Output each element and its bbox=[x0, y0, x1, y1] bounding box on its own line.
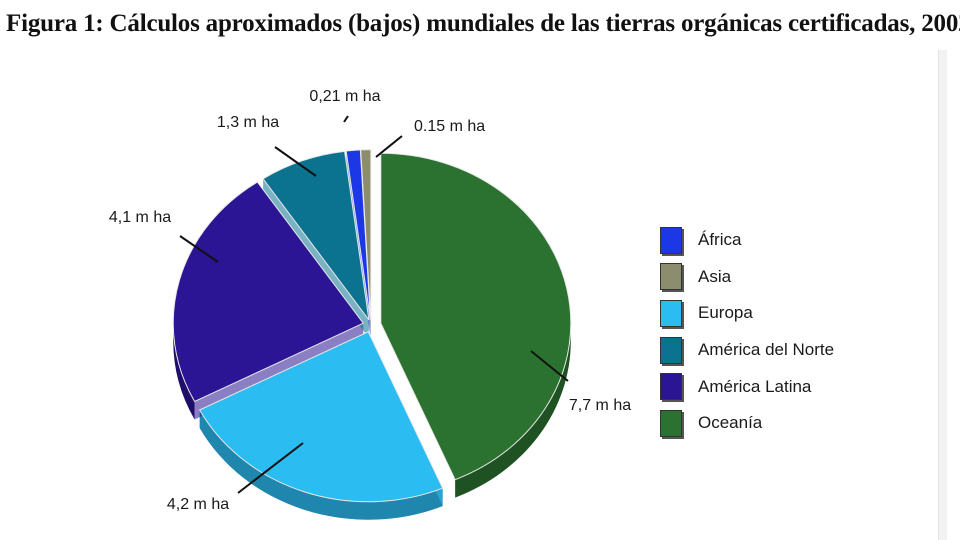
pie-top-layer bbox=[172, 149, 572, 503]
chart-title: Figura 1: Cálculos aproximados (bajos) m… bbox=[6, 10, 960, 37]
legend-swatch-africa bbox=[660, 226, 682, 254]
legend-label-oceania: Oceanía bbox=[698, 413, 763, 433]
leader-line-europa bbox=[237, 442, 304, 494]
legend-swatch-asia bbox=[660, 263, 682, 291]
value-label-africa: 0,21 m ha bbox=[309, 88, 380, 105]
pie-depth-europa bbox=[199, 410, 443, 520]
leader-line-america-latina bbox=[179, 235, 219, 263]
legend-item-america-del-norte: América del Norte bbox=[660, 332, 834, 369]
legend-item-europa: Europa bbox=[660, 295, 834, 332]
value-label-asia: 0.15 m ha bbox=[414, 118, 485, 135]
legend-swatch-oceania bbox=[660, 409, 682, 437]
legend-item-america-latina: América Latina bbox=[660, 368, 834, 405]
leader-line-africa bbox=[343, 115, 349, 123]
legend-item-oceania: Oceanía bbox=[660, 405, 834, 442]
legend-item-africa: África bbox=[660, 222, 834, 259]
leader-line-america-del-norte bbox=[274, 146, 317, 177]
legend-swatch-america-latina bbox=[660, 373, 682, 401]
pie-slice-america-latina bbox=[172, 181, 365, 403]
pie-label-layer: 0,21 m ha 0.15 m ha 4,2 m ha 1,3 m ha 4,1 m … bbox=[109, 88, 631, 513]
value-label-america-del-norte: 1,3 m ha bbox=[217, 114, 279, 131]
legend-label-asia: Asia bbox=[698, 266, 732, 286]
legend-swatch-europa bbox=[660, 299, 682, 327]
pie-depth-america-latina bbox=[173, 323, 195, 420]
pie-depth-oceania bbox=[455, 323, 571, 498]
value-label-oceania: 7,7 m ha bbox=[569, 397, 631, 414]
pie-slice-asia bbox=[360, 149, 372, 320]
legend-label-africa: África bbox=[698, 230, 742, 250]
leader-line-asia bbox=[375, 135, 403, 158]
chart-legend: África Asia Europa América del Norte Amé… bbox=[660, 222, 834, 442]
leader-line-oceania bbox=[530, 350, 569, 382]
value-label-europa: 4,2 m ha bbox=[167, 496, 229, 513]
right-border bbox=[938, 50, 947, 540]
pie-slice-europa bbox=[198, 331, 444, 503]
pie-slice-oceania bbox=[380, 152, 572, 481]
value-label-america-latina: 4,1 m ha bbox=[109, 209, 171, 226]
legend-item-asia: Asia bbox=[660, 259, 834, 296]
legend-label-america-latina: América Latina bbox=[698, 376, 812, 396]
pie-slice-america-del-norte bbox=[262, 150, 370, 321]
legend-swatch-america-del-norte bbox=[660, 336, 682, 364]
legend-label-america-del-norte: América del Norte bbox=[698, 340, 835, 360]
legend-label-europa: Europa bbox=[698, 303, 753, 323]
